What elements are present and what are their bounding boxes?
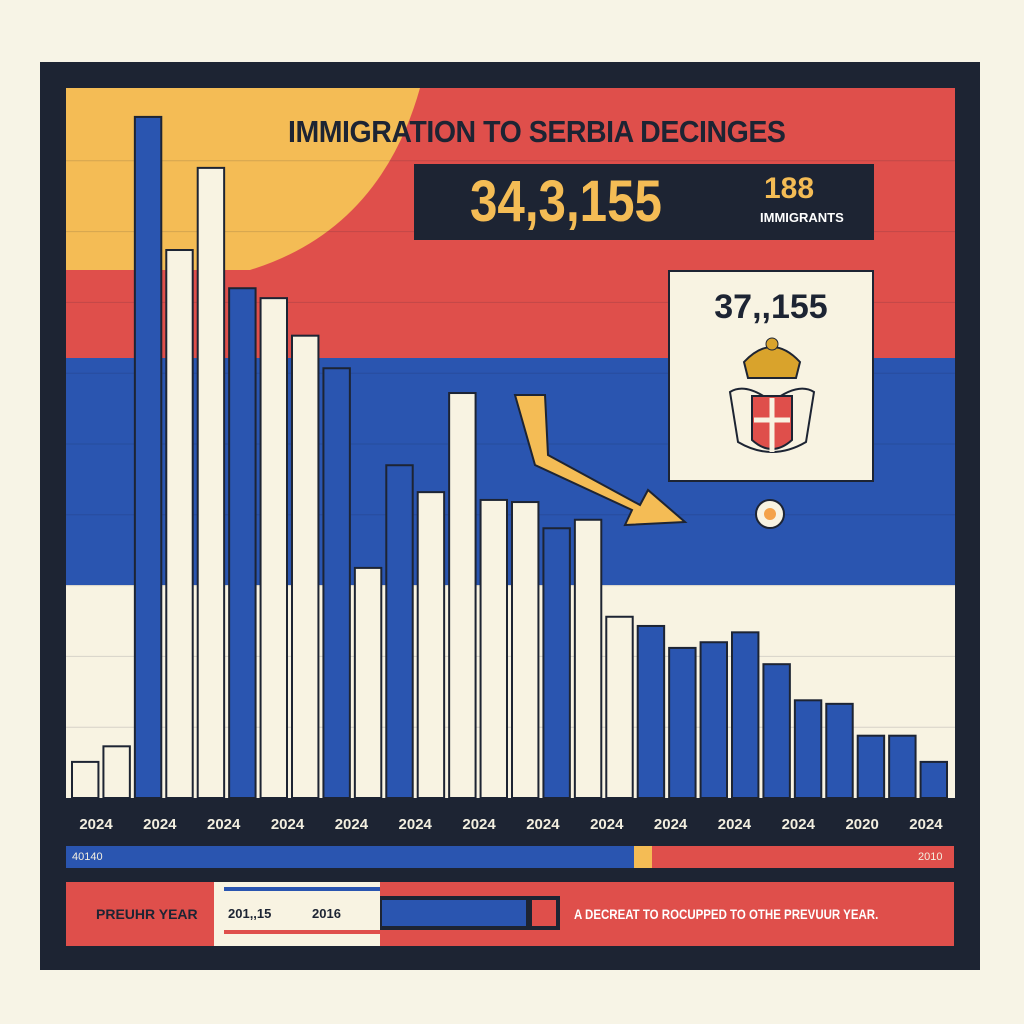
bar (448, 392, 477, 799)
bar (353, 566, 383, 800)
headline-suffix: 188 (764, 172, 815, 205)
legend-bar (66, 846, 954, 868)
bar (228, 287, 257, 799)
bg-red-curve (66, 88, 512, 270)
bar (888, 734, 917, 799)
x-tick-label: 2024 (207, 816, 241, 833)
headline-unit: IMMIGRANTS (760, 210, 844, 225)
x-tick-label: 2024 (334, 816, 369, 833)
x-tick-label: 2024 (398, 816, 432, 833)
bar (416, 491, 446, 799)
x-tick-label: 2024 (79, 816, 113, 833)
bar (856, 734, 886, 799)
bar (668, 646, 697, 799)
legend-right-label: 2010 (918, 851, 943, 863)
legend-left-label: 40140 (72, 851, 103, 863)
serbian-coat-of-arms-icon (728, 337, 816, 453)
bar (636, 624, 666, 799)
x-tick-label: 2024 (781, 816, 815, 833)
chart-title: IMMIGRATION TO SERBIA DECINGES (288, 114, 786, 149)
callout-card: 37,,155 (668, 270, 874, 482)
x-tick-label: 2024 (526, 816, 560, 833)
bar (71, 760, 100, 800)
footer-label: PREUHR YEAR (96, 906, 198, 922)
bar (919, 760, 948, 800)
x-tick-label: 2024 (462, 816, 496, 833)
footer-description: A DECREAT TO ROCUPPED TO OTHE PREVUUR YE… (574, 906, 879, 922)
bar (699, 641, 728, 799)
footer-panel: PREUHR YEAR 201,,15 2016 A DECREAT TO RO… (66, 882, 954, 946)
bar (762, 663, 791, 799)
bar (511, 501, 540, 799)
bar (259, 297, 289, 799)
callout-value: 37,,155 (714, 288, 828, 326)
bar (385, 464, 414, 799)
x-tick-label: 2024 (590, 816, 624, 833)
x-tick-label: 2024 (653, 816, 688, 833)
x-tick-label: 2024 (143, 816, 177, 833)
footer-progress (380, 896, 560, 930)
x-tick-label: 2024 (717, 816, 752, 833)
bar (196, 166, 226, 799)
bar (573, 518, 603, 799)
bar (793, 699, 823, 800)
bar (165, 249, 194, 799)
x-tick-label: 2024 (909, 816, 943, 833)
bars (71, 115, 948, 800)
x-axis-ticks: 2024 2024 2024 2024 2024 2024 2024 2024 2024 2024… (66, 816, 956, 833)
bar (731, 631, 760, 799)
x-tick-label: 2024 (270, 816, 305, 833)
footer-value-1: 201,,15 (228, 906, 272, 921)
bar (825, 702, 854, 799)
footer-values-box: 201,,15 2016 (214, 882, 380, 946)
bar (479, 498, 509, 799)
x-tick-label: 2020 (845, 816, 879, 833)
footer-value-2: 2016 (312, 906, 341, 921)
bar (605, 615, 634, 800)
bar (322, 367, 351, 799)
bar (542, 527, 571, 799)
bar (102, 745, 131, 799)
headline-value: 34,3,155 (470, 169, 662, 234)
bar (291, 334, 320, 799)
decline-arrow-icon (513, 394, 688, 527)
bar (133, 115, 163, 800)
headline-box (414, 164, 874, 240)
